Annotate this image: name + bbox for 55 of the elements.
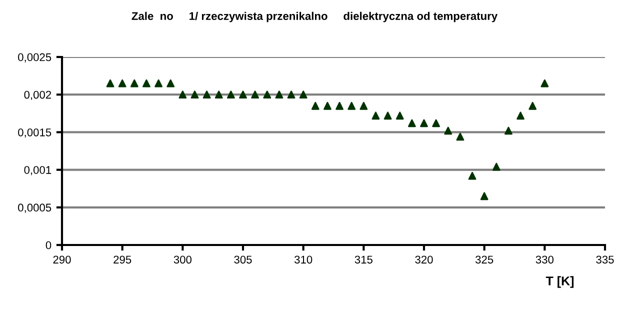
x-tick-label: 295 xyxy=(114,256,132,264)
point xyxy=(324,102,332,110)
x-axis-title: T [K] xyxy=(546,276,574,288)
y-tick-label: 0 xyxy=(46,241,52,250)
y-tick-label: 0,0005 xyxy=(18,204,52,213)
point xyxy=(468,172,476,180)
point xyxy=(504,126,512,135)
point xyxy=(311,102,320,110)
x-tick-label: 305 xyxy=(234,256,252,264)
point xyxy=(516,112,524,120)
point xyxy=(106,79,114,88)
point xyxy=(275,90,284,99)
point xyxy=(480,192,488,200)
point xyxy=(202,90,211,99)
x-tick-label: 300 xyxy=(174,256,192,264)
x-tick-label: 320 xyxy=(415,256,433,264)
point xyxy=(154,79,162,88)
point xyxy=(130,79,138,88)
point xyxy=(528,102,537,110)
y-tick-label: 0,0025 xyxy=(18,53,52,62)
x-tick-label: 315 xyxy=(354,256,372,264)
x-tick-label: 335 xyxy=(596,256,614,264)
point xyxy=(456,132,464,141)
point xyxy=(263,90,272,99)
point xyxy=(408,119,416,128)
x-tick-label: 310 xyxy=(294,256,312,264)
y-tick-label: 0,0015 xyxy=(18,128,52,138)
point xyxy=(432,119,440,128)
point xyxy=(251,90,260,99)
x-tick-label: 325 xyxy=(475,256,494,264)
point xyxy=(360,102,368,110)
point xyxy=(142,79,150,88)
point xyxy=(166,79,175,88)
x-tick-label: 330 xyxy=(536,256,554,264)
point xyxy=(299,90,308,99)
point xyxy=(444,126,452,135)
x-tick-label: 290 xyxy=(53,256,71,264)
y-tick-label: 0,002 xyxy=(24,90,52,100)
point xyxy=(348,102,356,110)
point xyxy=(396,112,404,120)
point xyxy=(178,90,187,99)
point xyxy=(287,90,296,99)
point xyxy=(239,90,247,99)
point xyxy=(540,79,549,88)
point xyxy=(190,90,199,99)
point xyxy=(226,90,235,99)
point xyxy=(492,162,500,171)
y-tick-label: 0,001 xyxy=(24,166,52,176)
point xyxy=(118,79,126,88)
point xyxy=(384,112,392,120)
chart-title: Zale no 1/ rzeczywista przenikalno dielektryczna od temperatury xyxy=(132,12,498,22)
point xyxy=(214,90,223,99)
point xyxy=(372,112,380,120)
point xyxy=(420,119,428,128)
point xyxy=(336,102,344,110)
